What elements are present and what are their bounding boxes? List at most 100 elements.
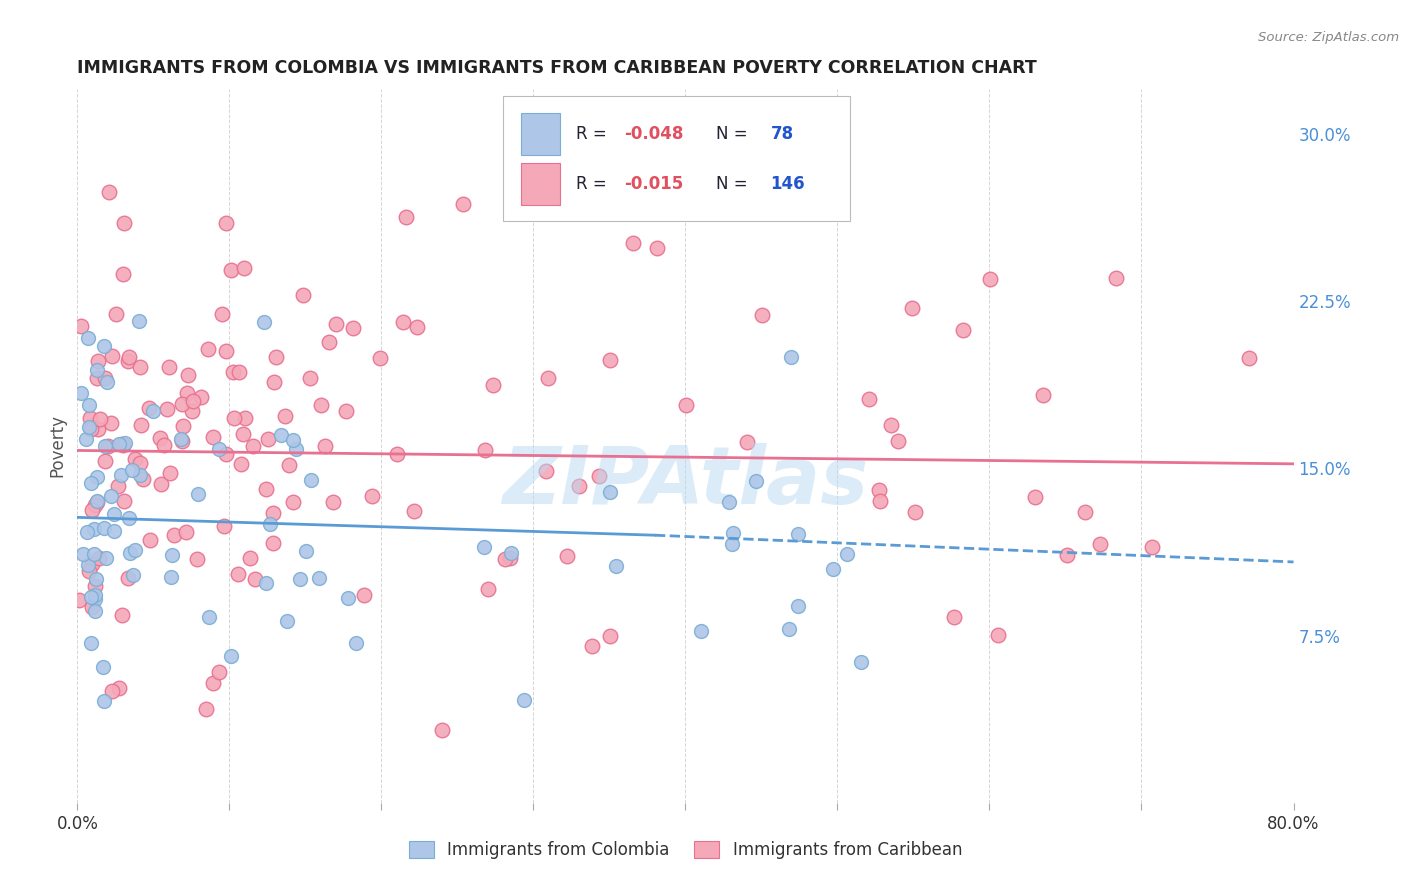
Point [1088,537,1111,551]
Point [172,434,194,449]
Point [314,439,336,453]
Point [107,437,129,451]
Point [107,479,129,493]
Point [80,591,103,605]
Point [70,319,93,334]
Point [835,547,858,561]
Text: ZIPAtlas: ZIPAtlas [502,442,869,521]
Point [93,339,115,353]
Point [121,463,143,477]
Point [111,437,134,451]
Point [129,360,152,375]
Point [174,524,197,539]
Point [82,557,104,571]
Point [138,533,160,547]
Point [77,398,100,412]
Point [86,494,108,508]
Point [259,516,281,531]
Point [84,499,107,513]
Point [406,320,429,334]
Point [93,694,115,708]
Point [232,426,254,441]
Point [212,519,235,533]
Point [472,540,495,554]
Point [451,197,474,211]
Point [555,549,578,563]
Point [186,552,208,566]
Point [987,628,1010,642]
Point [67,592,90,607]
Point [76,524,98,539]
Point [222,365,245,379]
Point [87,353,110,368]
Text: -0.015: -0.015 [624,175,683,193]
Point [222,411,245,425]
Y-axis label: Poverty: Poverty [48,415,66,477]
Legend: Immigrants from Colombia, Immigrants from Caribbean: Immigrants from Colombia, Immigrants fro… [409,840,962,859]
Point [76,558,98,573]
Point [262,506,284,520]
Point [80,422,103,436]
Point [689,624,711,638]
Point [886,434,908,448]
Point [87,551,110,566]
Point [499,546,522,560]
Point [309,398,332,412]
Point [160,549,183,563]
Point [219,648,242,663]
Point [254,575,277,590]
FancyBboxPatch shape [503,96,849,221]
Point [274,409,297,423]
Point [229,457,252,471]
Point [181,404,204,418]
Point [86,495,108,509]
Point [353,588,375,602]
Point [118,511,141,525]
Point [568,479,591,493]
Point [156,402,179,417]
Point [298,371,321,385]
Point [605,558,627,573]
Point [75,432,97,446]
Point [124,543,146,558]
Point [787,599,810,613]
Point [257,432,280,446]
Point [513,692,536,706]
Point [142,404,165,418]
Point [900,301,922,316]
Point [537,370,560,384]
Point [245,572,267,586]
Point [295,544,318,558]
Point [308,571,330,585]
Point [534,464,557,478]
Point [952,323,974,337]
Point [149,431,172,445]
Point [228,365,250,379]
Text: R =: R = [576,125,612,143]
Point [1105,270,1128,285]
Point [318,334,340,349]
Text: R =: R = [576,175,612,193]
Point [77,331,100,345]
Point [97,186,120,200]
Point [172,418,194,433]
Point [77,564,100,578]
Point [94,454,117,468]
Point [239,550,262,565]
Point [108,681,131,695]
Point [494,552,516,566]
Point [83,522,105,536]
Point [86,371,108,385]
Point [181,393,204,408]
Point [322,495,344,509]
Point [124,452,146,467]
Point [392,315,415,329]
Point [849,655,872,669]
Point [94,439,117,453]
Point [1074,505,1097,519]
Point [110,467,132,482]
Point [72,548,94,562]
Point [233,410,256,425]
Point [344,636,367,650]
Point [270,427,292,442]
